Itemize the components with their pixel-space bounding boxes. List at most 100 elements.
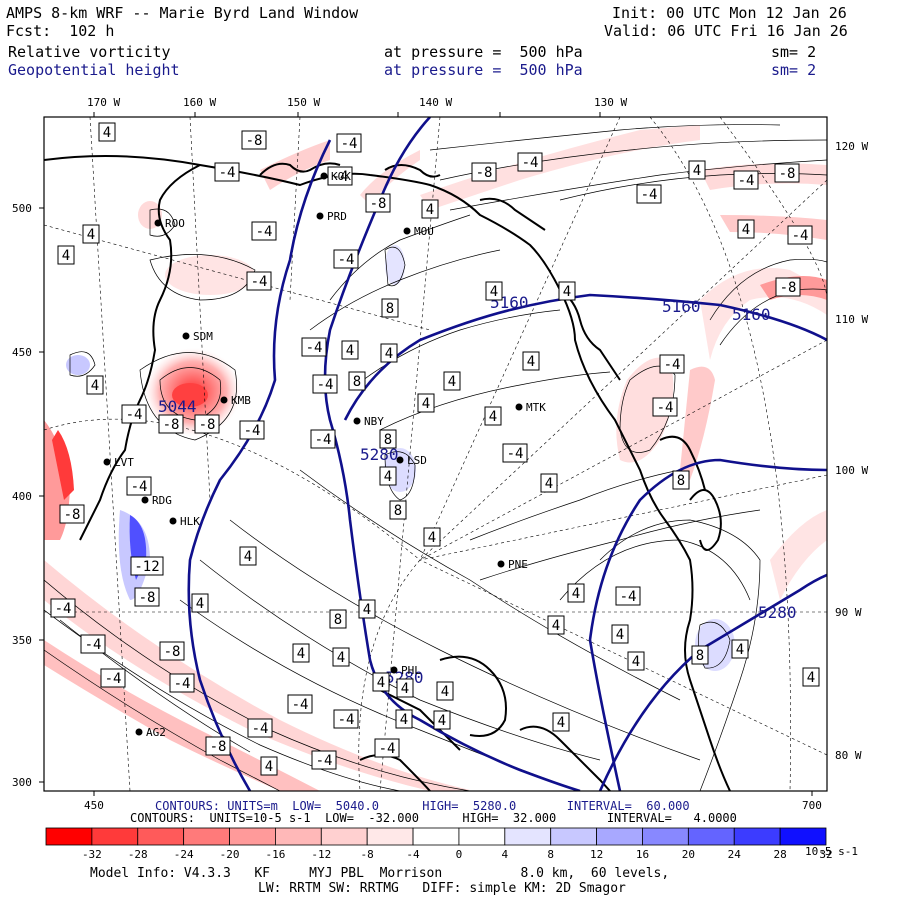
vorticity-label-box <box>522 351 540 371</box>
vorticity-label-box <box>672 470 690 490</box>
vorticity-contour-info: CONTOURS: UNITS=10-5 s-1 LOW= -32.000 HI… <box>130 811 737 825</box>
vorticity-label-box <box>485 281 503 301</box>
station-label: MOU <box>414 225 434 238</box>
station-dot <box>320 172 328 180</box>
vorticity-label-box <box>547 615 565 635</box>
station-dot <box>353 417 361 425</box>
top-lon-label: 150 W <box>287 96 320 109</box>
vorticity-label-box <box>312 374 338 394</box>
vorticity-label: -4 <box>317 377 334 393</box>
height-label-5280a: 5280 <box>360 445 399 464</box>
vorticity-label: 4 <box>384 469 392 485</box>
station-markers: ROO SDM KMB LVT RDG HLK AG2 PRD KOK MOU NBY MTK LSD P… <box>103 170 546 739</box>
vorticity-label-box <box>374 738 400 758</box>
vorticity-label-box <box>130 556 164 576</box>
colorbar-swatch <box>779 827 827 846</box>
field1-name: Relative vorticity <box>8 43 171 61</box>
model-physics: LW: RRTM SW: RRTMG DIFF: simple KM: 2D S… <box>258 881 626 896</box>
colorbar-swatch <box>458 827 506 846</box>
vorticity-label: -8 <box>199 417 216 433</box>
vorticity-label: 4 <box>490 284 498 300</box>
vorticity-label-box <box>691 645 709 665</box>
station-dot <box>103 458 111 466</box>
vorticity-label: -4 <box>379 741 396 757</box>
vorticity-label: 4 <box>377 675 385 691</box>
colorbar-label: 16 <box>636 848 649 861</box>
vorticity-label-box <box>336 133 362 153</box>
colorbar-swatch <box>91 827 139 846</box>
vorticity-label-box <box>731 639 749 659</box>
vorticity-label-box <box>327 166 353 186</box>
vorticity-label-box <box>372 672 390 692</box>
vorticity-label: -8 <box>64 507 81 523</box>
vorticity-label-box <box>484 406 502 426</box>
vorticity-label: -4 <box>256 224 273 240</box>
vorticity-label: -8 <box>164 644 181 660</box>
coastline <box>44 155 731 791</box>
left-grid-label: 300 <box>12 776 32 789</box>
station-label: HLK <box>180 515 200 528</box>
vorticity-label: -4 <box>507 446 524 462</box>
vorticity-label: -4 <box>219 165 236 181</box>
vorticity-label-box <box>774 163 800 183</box>
right-lon-label: 100 W <box>835 464 868 477</box>
vorticity-label-box <box>159 641 185 661</box>
colorbar-swatch <box>642 827 689 846</box>
forecast-hour: Fcst: 102 h <box>6 22 115 40</box>
vorticity-label-box <box>287 694 313 714</box>
vorticity-label-box <box>121 404 147 424</box>
vorticity-label-box <box>733 170 759 190</box>
vorticity-label: -8 <box>779 166 796 182</box>
bottom-grid-label: 450 <box>84 799 104 812</box>
vorticity-label-box <box>517 152 543 172</box>
right-lon-label: 90 W <box>835 606 862 619</box>
colorbar-units: 10-5 s-1 <box>805 845 858 858</box>
vorticity-label-box <box>615 586 641 606</box>
vorticity-label: -12 <box>134 559 159 575</box>
vorticity-label-box <box>802 667 820 687</box>
station-label: NBY <box>364 415 384 428</box>
vorticity-label: 4 <box>527 354 535 370</box>
station-label: KMB <box>231 394 251 407</box>
vorticity-label: 4 <box>385 346 393 362</box>
vorticity-label: 4 <box>91 378 99 394</box>
vorticity-label-box <box>379 466 397 486</box>
vorticity-label-box <box>98 122 116 142</box>
vorticity-label: -4 <box>131 479 148 495</box>
vorticity-label: -4 <box>306 340 323 356</box>
station-label: PHL <box>401 664 421 677</box>
vorticity-label: 4 <box>103 125 111 141</box>
station-label: LSD <box>407 454 427 467</box>
vorticity-label-box <box>80 634 106 654</box>
colorbar-label: -12 <box>311 848 331 861</box>
vorticity-label-box <box>310 429 336 449</box>
left-grid-label: 500 <box>12 202 32 215</box>
vorticity-label: 4 <box>545 476 553 492</box>
vorticity-label-box <box>82 224 100 244</box>
vorticity-label-box <box>329 609 347 629</box>
colorbar-swatch <box>366 827 414 846</box>
vorticity-label-box <box>775 277 801 297</box>
vorticity-label: 4 <box>438 713 446 729</box>
vorticity-label: 4 <box>87 227 95 243</box>
station-label: ROO <box>165 217 185 230</box>
vorticity-label: -4 <box>174 676 191 692</box>
vorticity-label: 4 <box>489 409 497 425</box>
vorticity-label-box <box>380 343 398 363</box>
vorticity-label: 4 <box>448 374 456 390</box>
vorticity-label: -8 <box>139 590 156 606</box>
vorticity-label-box <box>688 160 706 180</box>
field2-level: at pressure = 500 hPa <box>384 61 583 79</box>
vorticity-label-box <box>239 546 257 566</box>
vorticity-label: 4 <box>736 642 744 658</box>
station-label: MTK <box>526 401 546 414</box>
colorbar-label: -16 <box>265 848 285 861</box>
top-longitude-labels: 170 W 160 W 150 W 140 W 130 W <box>87 96 627 109</box>
colorbar-label: -8 <box>361 848 374 861</box>
vorticity-label: -4 <box>316 753 333 769</box>
colorbar-swatch <box>275 827 322 846</box>
station-dot <box>396 456 404 464</box>
field2-smoothing: sm= 2 <box>771 61 817 79</box>
colorbar-swatch <box>412 827 460 846</box>
vorticity-label-box <box>205 736 231 756</box>
